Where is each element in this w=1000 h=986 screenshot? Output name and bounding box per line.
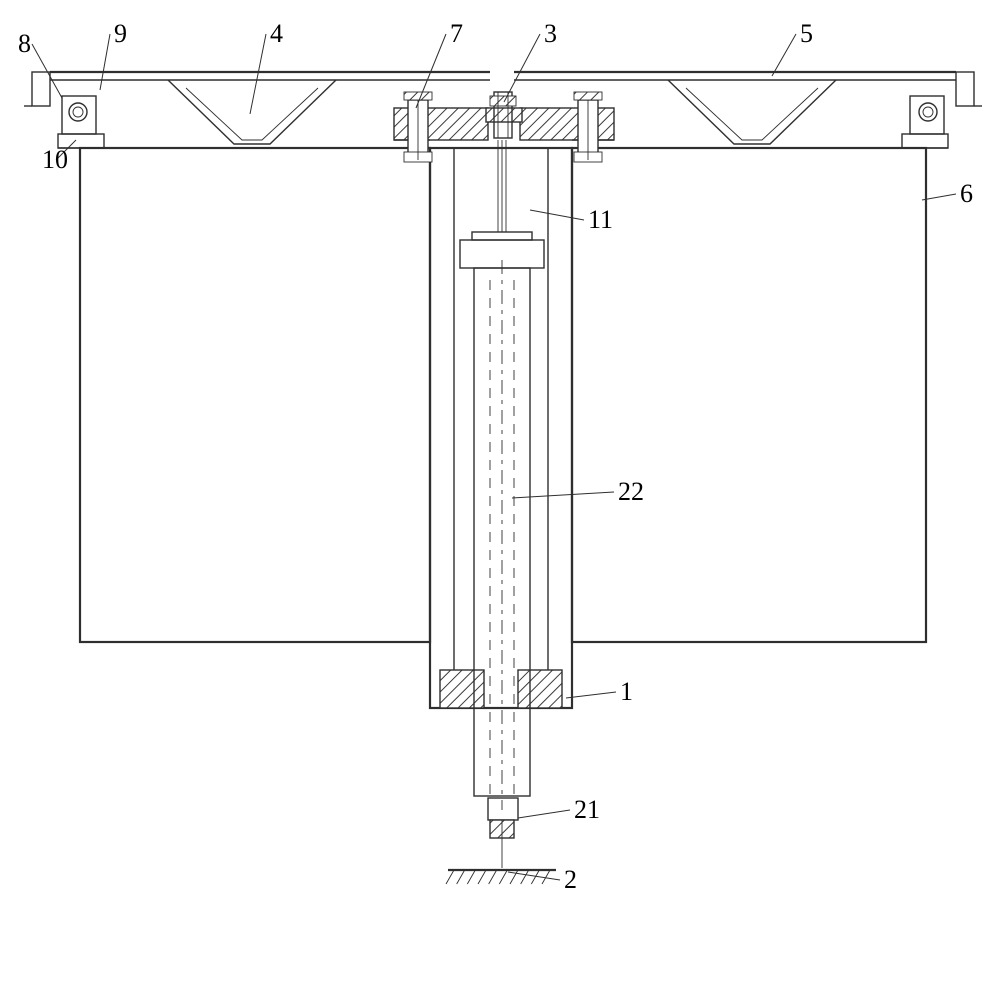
label-1: 1 [620, 677, 633, 706]
label-10: 10 [42, 145, 68, 174]
label-6: 6 [960, 179, 973, 208]
label-21: 21 [574, 795, 600, 824]
label-2: 2 [564, 865, 577, 894]
label-5: 5 [800, 19, 813, 48]
diagram-svg: 8 9 4 7 3 5 10 6 11 22 1 21 2 [0, 0, 1000, 986]
label-7: 7 [450, 19, 463, 48]
label-9: 9 [114, 19, 127, 48]
label-22: 22 [618, 477, 644, 506]
label-4: 4 [270, 19, 283, 48]
label-3: 3 [544, 19, 557, 48]
label-11: 11 [588, 205, 613, 234]
label-8: 8 [18, 29, 31, 58]
